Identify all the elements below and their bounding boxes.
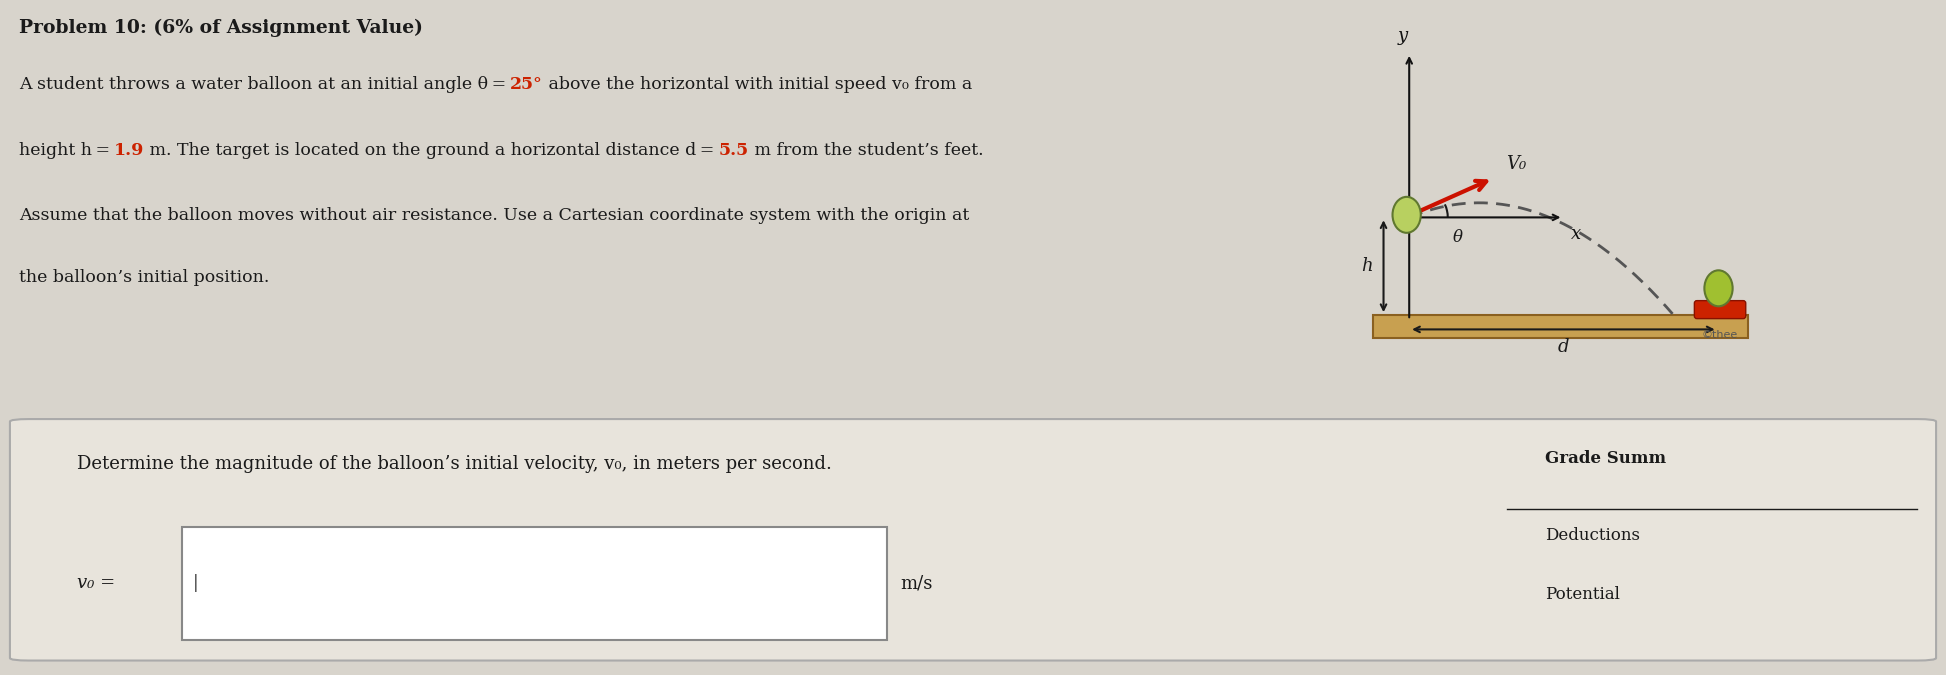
Text: A student throws a water balloon at an initial angle θ =: A student throws a water balloon at an i…: [19, 76, 510, 93]
Ellipse shape: [1705, 270, 1732, 306]
Text: 5.5: 5.5: [718, 142, 749, 159]
FancyBboxPatch shape: [1374, 315, 1748, 338]
Text: Grade Summ: Grade Summ: [1545, 450, 1666, 467]
Text: height h =: height h =: [19, 142, 115, 159]
FancyBboxPatch shape: [1695, 300, 1746, 319]
Text: h: h: [1362, 257, 1374, 275]
Text: m/s: m/s: [901, 574, 932, 593]
Text: ©thee: ©thee: [1703, 329, 1738, 340]
Text: x: x: [1570, 225, 1582, 243]
Text: Assume that the balloon moves without air resistance. Use a Cartesian coordinate: Assume that the balloon moves without ai…: [19, 207, 969, 224]
Text: Deductions: Deductions: [1545, 527, 1640, 544]
Ellipse shape: [1393, 197, 1421, 233]
Text: 25°: 25°: [510, 76, 543, 93]
Text: m. The target is located on the ground a horizontal distance d =: m. The target is located on the ground a…: [144, 142, 718, 159]
Text: Determine the magnitude of the balloon’s initial velocity, v₀, in meters per sec: Determine the magnitude of the balloon’s…: [76, 455, 831, 473]
Text: Problem 10: (6% of Assignment Value): Problem 10: (6% of Assignment Value): [19, 18, 424, 36]
Text: θ: θ: [1454, 229, 1463, 246]
Text: m from the student’s feet.: m from the student’s feet.: [749, 142, 983, 159]
Text: y: y: [1397, 27, 1409, 45]
Text: |: |: [193, 574, 198, 593]
Text: d: d: [1557, 338, 1568, 356]
Text: V₀: V₀: [1506, 155, 1526, 173]
Text: the balloon’s initial position.: the balloon’s initial position.: [19, 269, 270, 286]
Text: above the horizontal with initial speed v₀ from a: above the horizontal with initial speed …: [543, 76, 973, 93]
Text: Potential: Potential: [1545, 586, 1619, 603]
Text: v₀ =: v₀ =: [76, 574, 115, 593]
Text: 1.9: 1.9: [115, 142, 144, 159]
FancyBboxPatch shape: [181, 527, 887, 640]
FancyBboxPatch shape: [10, 419, 1936, 661]
